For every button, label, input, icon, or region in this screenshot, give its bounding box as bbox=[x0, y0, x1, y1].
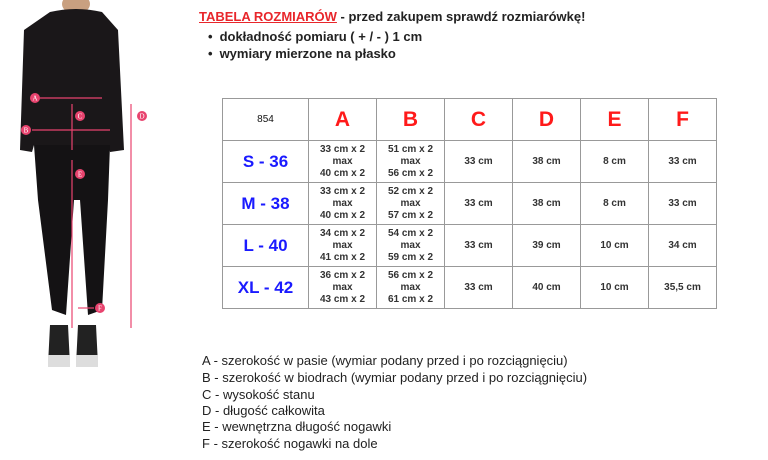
legend-item: E - wewnętrzna długość nogawki bbox=[202, 419, 392, 434]
table-header-row: 854 A B C D E F bbox=[222, 98, 717, 141]
size-label: S - 36 bbox=[222, 140, 309, 183]
table-row: L - 40 34 cm x 2 max 41 cm x 2 54 cm x 2 max 5… bbox=[222, 224, 717, 267]
cell-e: 8 cm bbox=[580, 140, 649, 183]
cell-line: 51 cm x 2 bbox=[387, 143, 434, 155]
cell-e: 10 cm bbox=[580, 224, 649, 267]
cell-a: 33 cm x 2 max 40 cm x 2 bbox=[308, 140, 377, 183]
page-title: TABELA ROZMIARÓW - przed zakupem sprawdź… bbox=[199, 9, 586, 24]
cell-line: 34 cm x 2 bbox=[319, 227, 366, 239]
cell-line: max bbox=[332, 239, 353, 251]
cell-line: 36 cm x 2 bbox=[319, 269, 366, 281]
cell-line: max bbox=[400, 155, 421, 167]
cell-c: 33 cm bbox=[444, 140, 513, 183]
svg-text:E: E bbox=[78, 171, 82, 179]
cell-f: 35,5 cm bbox=[648, 266, 717, 309]
cell-line: max bbox=[400, 239, 421, 251]
cell-line: max bbox=[332, 197, 353, 209]
cell-b: 52 cm x 2 max 57 cm x 2 bbox=[376, 182, 445, 225]
column-header: B bbox=[376, 98, 445, 141]
legend-item: F - szerokość nogawki na dole bbox=[202, 436, 378, 451]
marker-e bbox=[75, 169, 85, 179]
cell-line: 33 cm x 2 bbox=[319, 185, 366, 197]
column-header: D bbox=[512, 98, 581, 141]
cell-f: 33 cm bbox=[648, 182, 717, 225]
product-code: 854 bbox=[222, 98, 309, 141]
legend-item: A - szerokość w pasie (wymiar podany prz… bbox=[202, 353, 568, 368]
column-header: C bbox=[444, 98, 513, 141]
cell-b: 51 cm x 2 max 56 cm x 2 bbox=[376, 140, 445, 183]
legend-item: D - długość całkowita bbox=[202, 403, 325, 418]
cell-f: 33 cm bbox=[648, 140, 717, 183]
cell-line: 59 cm x 2 bbox=[387, 251, 434, 263]
bullet-item: wymiary mierzone na płasko bbox=[208, 46, 396, 61]
legend-item: C - wysokość stanu bbox=[202, 387, 315, 402]
marker-a bbox=[30, 93, 40, 103]
size-label: M - 38 bbox=[222, 182, 309, 225]
cell-a: 36 cm x 2 max 43 cm x 2 bbox=[308, 266, 377, 309]
size-label: XL - 42 bbox=[222, 266, 309, 309]
cell-d: 38 cm bbox=[512, 140, 581, 183]
column-header: F bbox=[648, 98, 717, 141]
cell-d: 38 cm bbox=[512, 182, 581, 225]
cell-line: 41 cm x 2 bbox=[319, 251, 366, 263]
cell-c: 33 cm bbox=[444, 266, 513, 309]
cell-line: 40 cm x 2 bbox=[319, 209, 366, 221]
cell-d: 40 cm bbox=[512, 266, 581, 309]
cell-line: 54 cm x 2 bbox=[387, 227, 434, 239]
column-header: A bbox=[308, 98, 377, 141]
bullet-item: dokładność pomiaru ( + / - ) 1 cm bbox=[208, 29, 423, 44]
cell-c: 33 cm bbox=[444, 182, 513, 225]
cell-b: 56 cm x 2 max 61 cm x 2 bbox=[376, 266, 445, 309]
table-row: S - 36 33 cm x 2 max 40 cm x 2 51 cm x 2 max 5… bbox=[222, 140, 717, 183]
cell-e: 10 cm bbox=[580, 266, 649, 309]
size-label: L - 40 bbox=[222, 224, 309, 267]
marker-c bbox=[75, 111, 85, 121]
marker-f bbox=[95, 303, 105, 313]
cell-line: 33 cm x 2 bbox=[319, 143, 366, 155]
cell-line: 43 cm x 2 bbox=[319, 293, 366, 305]
svg-text:A: A bbox=[32, 95, 37, 103]
svg-text:F: F bbox=[98, 305, 102, 313]
column-header: E bbox=[580, 98, 649, 141]
cell-a: 34 cm x 2 max 41 cm x 2 bbox=[308, 224, 377, 267]
size-table: 854 A B C D E F S - 36 33 cm x 2 max 40 cm … bbox=[222, 98, 717, 309]
cell-line: max bbox=[400, 197, 421, 209]
cell-f: 34 cm bbox=[648, 224, 717, 267]
cell-line: 56 cm x 2 bbox=[387, 167, 434, 179]
cell-line: 56 cm x 2 bbox=[387, 269, 434, 281]
cell-line: 61 cm x 2 bbox=[387, 293, 434, 305]
cell-a: 33 cm x 2 max 40 cm x 2 bbox=[308, 182, 377, 225]
model-figure: A B C D E F bbox=[20, 0, 147, 367]
cell-line: 52 cm x 2 bbox=[387, 185, 434, 197]
cell-line: max bbox=[332, 155, 353, 167]
cell-line: max bbox=[332, 281, 353, 293]
table-row: XL - 42 36 cm x 2 max 43 cm x 2 56 cm x 2 max… bbox=[222, 266, 717, 309]
cell-line: max bbox=[400, 281, 421, 293]
legend-item: B - szerokość w biodrach (wymiar podany … bbox=[202, 370, 588, 385]
svg-text:C: C bbox=[78, 113, 83, 121]
cell-e: 8 cm bbox=[580, 182, 649, 225]
marker-d bbox=[137, 111, 147, 121]
cell-d: 39 cm bbox=[512, 224, 581, 267]
cell-b: 54 cm x 2 max 59 cm x 2 bbox=[376, 224, 445, 267]
cell-line: 40 cm x 2 bbox=[319, 167, 366, 179]
table-row: M - 38 33 cm x 2 max 40 cm x 2 52 cm x 2 max 5… bbox=[222, 182, 717, 225]
cell-line: 57 cm x 2 bbox=[387, 209, 434, 221]
cell-c: 33 cm bbox=[444, 224, 513, 267]
svg-text:D: D bbox=[139, 113, 144, 121]
svg-text:B: B bbox=[24, 127, 29, 135]
marker-b bbox=[21, 125, 31, 135]
